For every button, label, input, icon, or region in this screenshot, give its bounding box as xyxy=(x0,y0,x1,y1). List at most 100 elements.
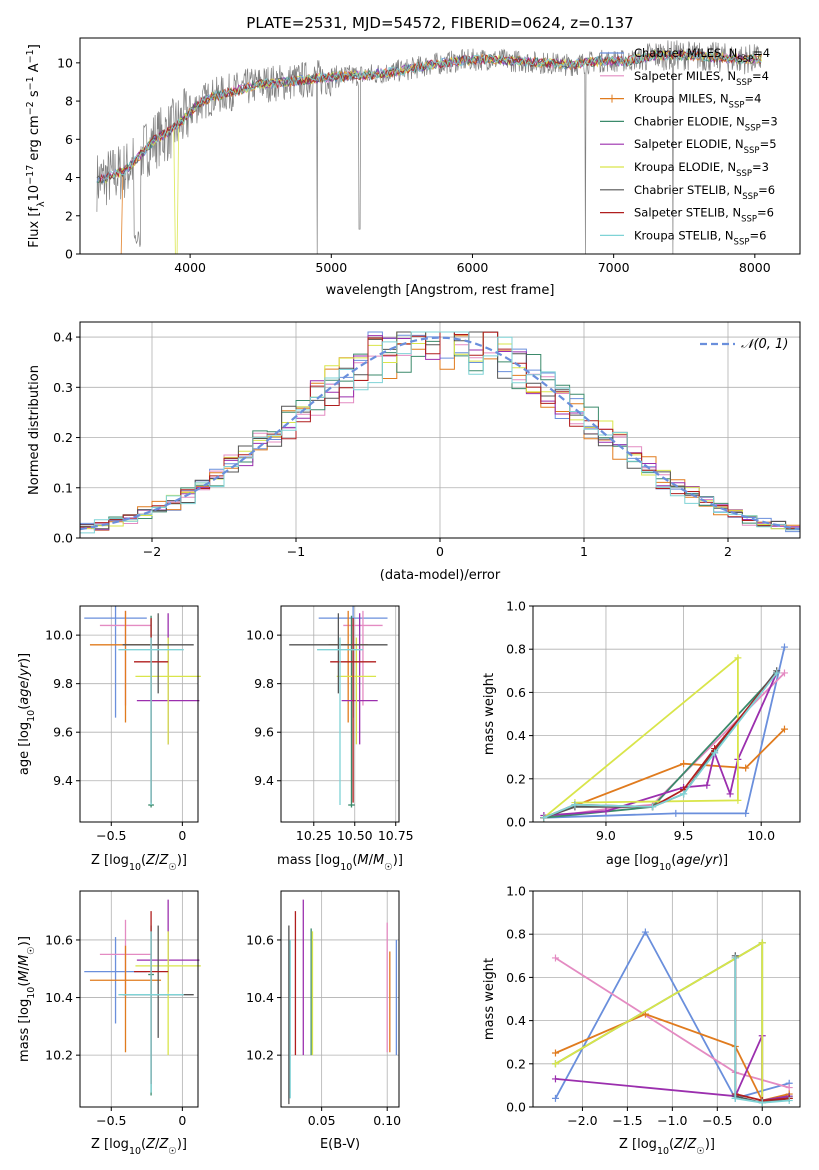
label-part: mass [log xyxy=(277,853,340,868)
x-tick-label: 5000 xyxy=(315,260,347,275)
x-axis-label: mass [log10(M/M☉)] xyxy=(277,853,403,873)
frame-weight_vs_age: 9.0 9.5 10.0 0.0 0.2 0.4 0.6 0.8 1.0 xyxy=(506,599,801,843)
label-part: ☉ xyxy=(168,862,177,873)
legend-entry: Salpeter ELODIE, NSSP=5 xyxy=(634,137,777,156)
x-tick-label: 2 xyxy=(724,544,732,559)
label-part: ( xyxy=(17,982,32,987)
y-tick-label: 10.2 xyxy=(45,1048,73,1063)
legend-entry: Kroupa MILES, NSSP=4 xyxy=(634,92,761,111)
label-part: / xyxy=(17,675,32,680)
data-point xyxy=(680,760,688,768)
y-tick-label: 10.0 xyxy=(45,628,73,643)
x-axis-label: E(B-V) xyxy=(320,1137,360,1152)
x-tick-label: −0.5 xyxy=(96,828,126,843)
legend-sub: SSP xyxy=(742,192,758,202)
legend-suffix: =5 xyxy=(760,137,777,151)
label-part: 10 xyxy=(129,862,141,873)
label-part: / xyxy=(155,853,160,868)
x-axis-label: Z [log10(Z/Z☉)] xyxy=(91,1137,187,1157)
data-point xyxy=(551,1075,559,1083)
data-point xyxy=(551,1094,559,1102)
y-axis-label: Normed distribution xyxy=(27,365,42,495)
legend-entry: Chabrier MILES, NSSP=4 xyxy=(634,46,770,65)
legend-entry: Chabrier STELIB, NSSP=6 xyxy=(634,183,775,202)
label-part: ( xyxy=(671,853,676,868)
label-part: −1 xyxy=(25,49,36,63)
weight-series xyxy=(543,672,786,819)
label-part: age [log xyxy=(17,722,32,775)
x-tick-label: 7000 xyxy=(598,260,630,275)
label-part: )] xyxy=(17,936,32,946)
legend-text: Kroupa STELIB, N xyxy=(634,228,734,242)
legend-sub: SSP xyxy=(736,78,752,88)
y-tick-label: 0.6 xyxy=(506,685,526,700)
y-tick-label: 0.2 xyxy=(506,1056,526,1071)
data-point xyxy=(571,801,579,809)
label-part: )] xyxy=(177,1137,187,1152)
y-tick-label: 10.2 xyxy=(246,1048,274,1063)
label-part: −1 xyxy=(25,76,36,90)
legend-suffix: =3 xyxy=(752,160,769,174)
label-part: Z xyxy=(145,853,156,868)
y-tick-label: 10.6 xyxy=(246,932,274,947)
plot-frame xyxy=(79,890,199,1108)
legend-text: Chabrier MILES, N xyxy=(634,46,737,60)
data-point xyxy=(742,764,750,772)
y-tick-label: 0.0 xyxy=(53,531,73,546)
label-part: )] xyxy=(177,853,187,868)
y-axis-label: Flux [fλ10−17 erg cm−2 s−1 A−1] xyxy=(25,44,47,248)
x-tick-label: −0.5 xyxy=(702,1113,732,1128)
x-tick-label: 0.0 xyxy=(752,1113,772,1128)
frame-mass_vs_Z: −0.5 0 10.2 10.4 10.6 xyxy=(45,890,199,1128)
label-part: Flux [f xyxy=(27,207,42,248)
x-tick-label: 10.75 xyxy=(378,828,414,843)
x-tick-label: 6000 xyxy=(457,260,489,275)
axes-spectrum xyxy=(96,40,763,255)
y-tick-label: 6 xyxy=(65,132,73,147)
weight-series xyxy=(543,646,786,819)
y-axis-label: mass [log10(M/M☉)] xyxy=(17,936,37,1062)
label-part: 10 xyxy=(659,862,671,873)
legend-text: Salpeter STELIB, N xyxy=(634,206,741,220)
histogram-series xyxy=(80,331,800,529)
plot-frame xyxy=(532,890,801,1108)
label-part: )] xyxy=(718,853,728,868)
label-part: age xyxy=(17,680,32,704)
legend-sub: SSP xyxy=(744,146,760,156)
legend-suffix: =6 xyxy=(749,228,766,242)
x-tick-label: 4000 xyxy=(174,260,206,275)
label-part: )] xyxy=(17,653,32,663)
label-part: ( xyxy=(669,1137,674,1152)
legend-suffix: =4 xyxy=(752,69,769,83)
legend-entry: 𝒩(0, 1) xyxy=(741,337,788,352)
x-tick-label: −1 xyxy=(287,544,305,559)
plot-frame xyxy=(79,37,801,255)
label-part: ( xyxy=(17,705,32,710)
legend-suffix: =6 xyxy=(758,183,775,197)
legend-text: Kroupa ELODIE, N xyxy=(634,160,736,174)
y-tick-label: 2 xyxy=(65,208,73,223)
y-tick-label: 0.8 xyxy=(506,642,526,657)
frame-age_vs_Z: −0.5 0 9.4 9.6 9.8 10.0 xyxy=(45,605,199,843)
x-tick-label: −2 xyxy=(143,544,161,559)
label-part: / xyxy=(701,853,706,868)
label-part: ☉ xyxy=(168,1146,177,1157)
weight-series xyxy=(543,655,739,819)
x-tick-label: 1 xyxy=(580,544,588,559)
y-tick-label: 0.1 xyxy=(53,480,73,495)
chart-title: PLATE=2531, MJD=54572, FIBERID=0624, z=0… xyxy=(246,14,633,32)
legend-suffix: =4 xyxy=(753,46,770,60)
y-tick-label: 0.6 xyxy=(506,970,526,985)
legend-sub: SSP xyxy=(737,55,753,65)
y-tick-label: 10.4 xyxy=(246,990,274,1005)
data-point xyxy=(649,803,657,811)
x-tick-label: 9.0 xyxy=(596,828,616,843)
plot-frame xyxy=(280,890,400,1108)
normal-curve xyxy=(79,336,801,531)
y-tick-label: 0.2 xyxy=(53,430,73,445)
legend-sub: SSP xyxy=(734,237,750,247)
label-part: 10 xyxy=(26,987,37,999)
label-part: ( xyxy=(141,1137,146,1152)
data-point xyxy=(780,643,788,651)
x-tick-label: 0 xyxy=(436,544,444,559)
